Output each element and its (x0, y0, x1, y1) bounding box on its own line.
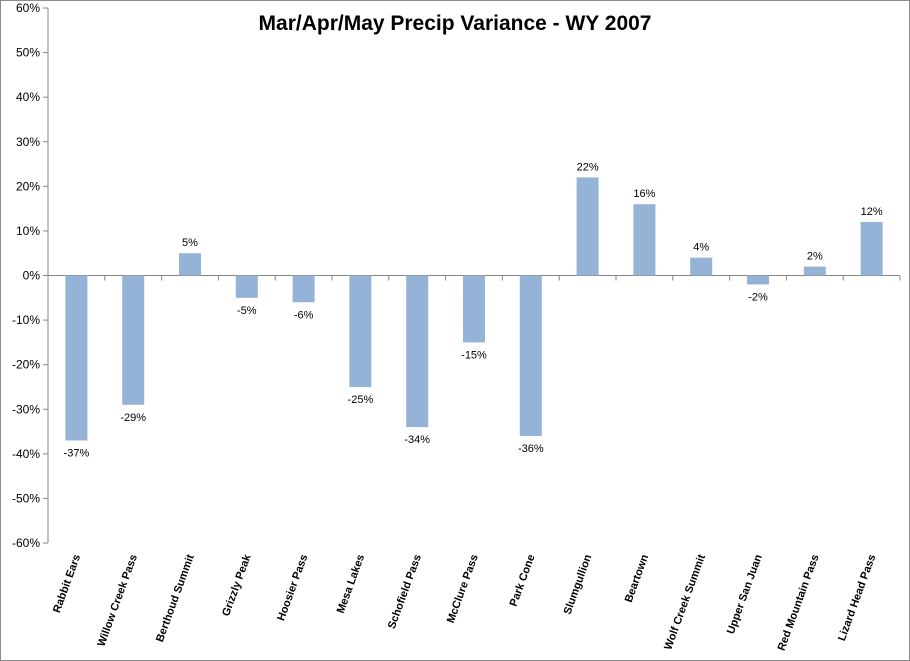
bar (803, 266, 826, 276)
data-label: -2% (748, 291, 768, 303)
bar (463, 275, 485, 343)
bar (406, 275, 429, 428)
bar (65, 275, 88, 441)
data-label: -37% (64, 447, 90, 459)
y-tick-label: -30% (12, 402, 40, 416)
data-label: 4% (693, 242, 709, 254)
data-label: 22% (577, 161, 599, 173)
bar (349, 275, 372, 387)
y-tick-label: 40% (16, 90, 40, 104)
y-tick-label: 10% (16, 224, 40, 238)
y-tick-label: -20% (12, 358, 40, 372)
data-label: -5% (237, 305, 257, 317)
bar (292, 275, 315, 303)
bar (690, 257, 713, 276)
data-label: -34% (404, 434, 430, 446)
category-label: Lizard Head Pass (836, 553, 878, 643)
data-label: -15% (461, 349, 487, 361)
y-tick-label: -10% (12, 313, 40, 327)
data-label: 16% (633, 188, 655, 200)
y-tick-label: 60% (16, 1, 40, 15)
bar (576, 177, 599, 276)
data-label: 2% (807, 251, 823, 263)
bar (179, 253, 201, 276)
bar (235, 275, 258, 298)
bar (747, 275, 769, 285)
bar (122, 275, 145, 405)
category-label: Rabbit Ears (51, 553, 83, 615)
category-label: Beartown (623, 553, 652, 604)
y-tick-label: 20% (16, 179, 40, 193)
category-label: Wolf Creek Summit (662, 553, 708, 652)
category-label: Schofield Pass (386, 553, 424, 631)
bar (633, 204, 656, 276)
category-label: Willow Creek Pass (96, 553, 140, 648)
data-label: -29% (120, 412, 146, 424)
bar (519, 275, 542, 436)
category-label: Slumgullion (562, 553, 595, 617)
data-label: 5% (182, 237, 198, 249)
data-label: -25% (348, 394, 374, 406)
category-label: Hoosier Pass (275, 553, 310, 623)
y-tick-label: -60% (12, 536, 40, 550)
data-label: -36% (518, 443, 544, 455)
category-label: Berthoud Summit (154, 553, 197, 644)
y-tick-label: -40% (12, 447, 40, 461)
category-label: Mesa Lakes (335, 553, 367, 615)
y-tick-label: -50% (12, 491, 40, 505)
category-label: Park Cone (508, 553, 538, 608)
category-label: Upper San Juan (725, 553, 765, 636)
category-label: McClure Pass (445, 553, 481, 625)
y-tick-label: 50% (16, 46, 40, 60)
chart-title: Mar/Apr/May Precip Variance - WY 2007 (258, 12, 652, 35)
data-label: -6% (294, 309, 314, 321)
category-label: Grizzly Peak (220, 552, 254, 618)
data-label: 12% (861, 206, 883, 218)
y-tick-label: 0% (23, 269, 41, 283)
y-tick-label: 30% (16, 135, 40, 149)
bar (860, 222, 883, 276)
category-label: Red Mountain Pass (776, 553, 822, 652)
